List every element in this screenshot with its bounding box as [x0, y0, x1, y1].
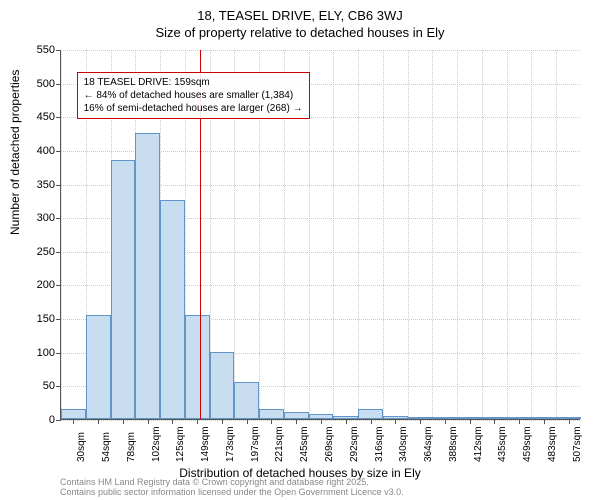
y-tick-label: 250 [15, 246, 55, 258]
chart-title-line1: 18, TEASEL DRIVE, ELY, CB6 3WJ [0, 8, 600, 23]
x-tick-mark [271, 419, 272, 424]
gridline-vertical [507, 50, 508, 419]
histogram-bar [259, 409, 284, 419]
x-tick-label: 125sqm [175, 426, 186, 462]
histogram-bar [61, 409, 86, 419]
footer-line2: Contains public sector information licen… [60, 488, 404, 498]
histogram-bar [160, 200, 185, 419]
x-tick-mark [222, 419, 223, 424]
gridline-vertical [383, 50, 384, 419]
gridline-vertical [457, 50, 458, 419]
x-tick-label: 340sqm [398, 426, 409, 462]
x-tick-label: 364sqm [423, 426, 434, 462]
histogram-bar [111, 160, 136, 419]
x-tick-label: 54sqm [101, 432, 112, 462]
x-tick-label: 30sqm [76, 432, 87, 462]
annotation-box: 18 TEASEL DRIVE: 159sqm← 84% of detached… [77, 72, 310, 119]
x-tick-mark [494, 419, 495, 424]
y-tick-label: 100 [15, 347, 55, 359]
x-tick-mark [445, 419, 446, 424]
histogram-bar [358, 409, 383, 419]
annotation-line1: ← 84% of detached houses are smaller (1,… [84, 89, 303, 102]
x-tick-mark [544, 419, 545, 424]
x-tick-mark [420, 419, 421, 424]
x-tick-mark [148, 419, 149, 424]
x-tick-mark [73, 419, 74, 424]
gridline-vertical [358, 50, 359, 419]
x-tick-label: 507sqm [572, 426, 583, 462]
x-tick-label: 173sqm [225, 426, 236, 462]
x-tick-label: 149sqm [200, 426, 211, 462]
y-tick-label: 50 [15, 380, 55, 392]
x-tick-label: 435sqm [497, 426, 508, 462]
gridline-vertical [61, 50, 62, 419]
x-tick-label: 412sqm [473, 426, 484, 462]
histogram-bar [86, 315, 111, 419]
x-tick-mark [296, 419, 297, 424]
gridline-horizontal [61, 50, 580, 51]
x-tick-mark [247, 419, 248, 424]
y-tick-label: 200 [15, 279, 55, 291]
gridline-vertical [432, 50, 433, 419]
x-tick-mark [172, 419, 173, 424]
histogram-bar [185, 315, 210, 419]
x-tick-label: 245sqm [299, 426, 310, 462]
plot-area: 18 TEASEL DRIVE: 159sqm← 84% of detached… [60, 50, 580, 420]
histogram-bar [135, 133, 160, 419]
x-tick-label: 78sqm [126, 432, 137, 462]
footer-attribution: Contains HM Land Registry data © Crown c… [60, 478, 404, 498]
gridline-vertical [333, 50, 334, 419]
chart-title-line2: Size of property relative to detached ho… [0, 25, 600, 40]
gridline-vertical [556, 50, 557, 419]
x-tick-mark [98, 419, 99, 424]
gridline-vertical [408, 50, 409, 419]
y-tick-mark [56, 420, 61, 421]
x-tick-label: 102sqm [151, 426, 162, 462]
chart-title-block: 18, TEASEL DRIVE, ELY, CB6 3WJ Size of p… [0, 0, 600, 40]
x-tick-mark [371, 419, 372, 424]
y-tick-label: 550 [15, 44, 55, 56]
y-axis-label: Number of detached properties [8, 70, 22, 235]
x-tick-mark [569, 419, 570, 424]
histogram-bar [210, 352, 235, 419]
x-tick-label: 388sqm [448, 426, 459, 462]
x-tick-mark [519, 419, 520, 424]
x-tick-mark [346, 419, 347, 424]
x-tick-label: 292sqm [349, 426, 360, 462]
y-tick-label: 0 [15, 414, 55, 426]
histogram-bar [234, 382, 259, 419]
x-tick-mark [395, 419, 396, 424]
x-tick-label: 483sqm [547, 426, 558, 462]
x-tick-label: 197sqm [250, 426, 261, 462]
x-tick-mark [123, 419, 124, 424]
gridline-vertical [482, 50, 483, 419]
annotation-title: 18 TEASEL DRIVE: 159sqm [84, 76, 303, 89]
gridline-vertical [531, 50, 532, 419]
x-tick-label: 316sqm [374, 426, 385, 462]
x-tick-label: 459sqm [522, 426, 533, 462]
x-tick-label: 221sqm [274, 426, 285, 462]
x-tick-mark [321, 419, 322, 424]
annotation-line2: 16% of semi-detached houses are larger (… [84, 102, 303, 115]
x-tick-label: 269sqm [324, 426, 335, 462]
x-tick-mark [197, 419, 198, 424]
y-tick-label: 150 [15, 313, 55, 325]
chart-container: 18, TEASEL DRIVE, ELY, CB6 3WJ Size of p… [0, 0, 600, 500]
x-tick-mark [470, 419, 471, 424]
histogram-bar [284, 412, 309, 419]
